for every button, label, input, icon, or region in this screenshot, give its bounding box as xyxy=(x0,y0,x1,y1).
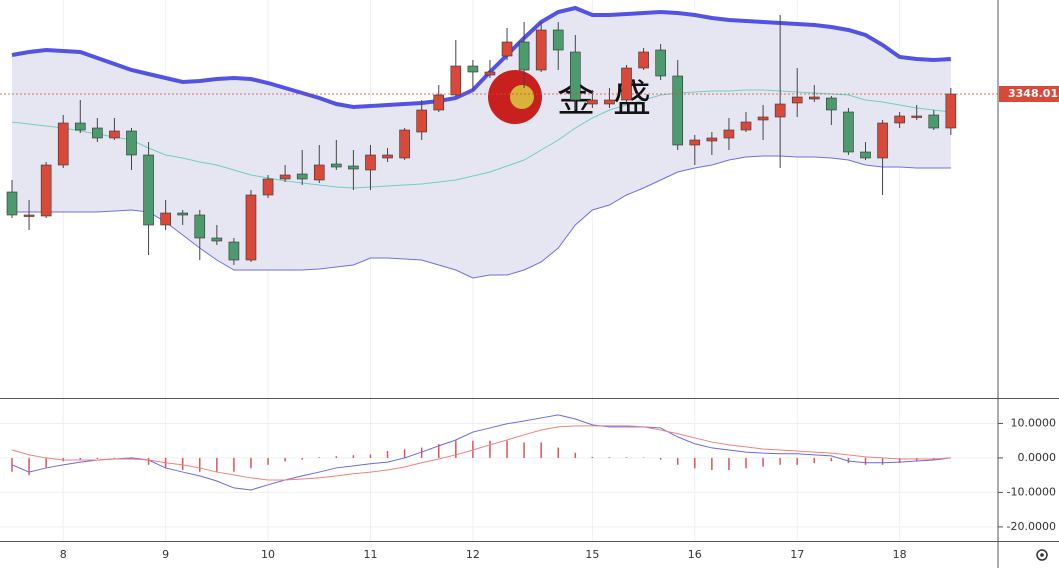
candle-body xyxy=(535,29,547,71)
candle-body xyxy=(262,178,274,196)
candle-body xyxy=(92,127,103,139)
candle-body xyxy=(672,75,684,146)
x-tick-label: 9 xyxy=(162,548,169,561)
candle-body xyxy=(74,122,86,131)
last-price-label: 3348.01 xyxy=(1008,87,1058,100)
candle-body xyxy=(416,109,427,133)
candle-body xyxy=(484,71,496,76)
candle-body xyxy=(399,129,410,159)
candle-body xyxy=(757,116,769,121)
candle-body xyxy=(245,194,257,261)
candle-body xyxy=(689,139,701,146)
candle-body xyxy=(843,111,854,153)
y-tick-label: 10.0000 xyxy=(1011,416,1057,429)
candle-body xyxy=(433,94,445,111)
band-line xyxy=(11,5,951,110)
candle-body xyxy=(570,51,581,101)
candle-body xyxy=(604,99,615,105)
x-tick-label: 16 xyxy=(688,548,702,561)
candle-body xyxy=(313,164,325,181)
candle-body xyxy=(194,214,206,239)
x-tick-label: 17 xyxy=(790,548,804,561)
band-line xyxy=(11,89,951,189)
candle-body xyxy=(621,67,632,101)
candle-body xyxy=(177,212,188,216)
candle-body xyxy=(23,214,35,217)
y-tick-label: 0.0000 xyxy=(1018,451,1057,464)
candle-body xyxy=(160,212,171,226)
candle-body xyxy=(331,163,342,168)
x-tick-label: 10 xyxy=(261,548,275,561)
candle-body xyxy=(296,173,308,180)
candle-body xyxy=(774,103,786,118)
candle-body xyxy=(826,97,837,111)
candle-body xyxy=(894,115,905,124)
candle-body xyxy=(348,165,359,170)
macd-line xyxy=(11,425,951,481)
candle-body xyxy=(860,151,871,159)
gear-hub[interactable] xyxy=(1040,553,1044,557)
candle-body xyxy=(808,96,820,100)
candle-body xyxy=(552,29,564,51)
candle-body xyxy=(57,122,69,166)
candle-body xyxy=(501,41,513,57)
candle-body xyxy=(638,51,649,69)
x-tick-label: 8 xyxy=(60,548,67,561)
candle-body xyxy=(740,121,752,131)
candle-body xyxy=(365,154,376,171)
candle-body xyxy=(518,41,530,71)
candle-body xyxy=(723,129,735,139)
y-tick-label: -10.0000 xyxy=(1007,485,1056,498)
x-tick-label: 15 xyxy=(585,548,599,561)
candle-body xyxy=(791,96,803,104)
macd-pane xyxy=(11,414,951,491)
x-tick-label: 18 xyxy=(893,548,907,561)
candle-body xyxy=(109,130,120,139)
candle-body xyxy=(450,65,462,96)
candle-body xyxy=(706,137,718,142)
candle-body xyxy=(279,174,291,180)
x-tick-label: 11 xyxy=(363,548,377,561)
candle-body xyxy=(945,93,957,129)
candle-body xyxy=(467,65,479,73)
candle-body xyxy=(126,130,137,156)
candle-body xyxy=(928,114,940,129)
candle-body xyxy=(911,115,923,118)
gear[interactable] xyxy=(1036,549,1048,561)
candle-body xyxy=(587,99,598,105)
candle-body xyxy=(228,241,240,261)
logo-inner xyxy=(510,85,534,109)
settings-icon[interactable] xyxy=(1036,549,1048,561)
macd-line xyxy=(11,414,951,491)
watermark: 盛 xyxy=(613,77,651,121)
price-pane: 金盛 xyxy=(0,5,998,279)
candle-body xyxy=(211,237,223,242)
candle-body xyxy=(6,191,18,216)
candle-body xyxy=(382,154,393,159)
candle-body xyxy=(877,122,888,159)
candle-body xyxy=(655,49,666,77)
last-price-tag xyxy=(999,85,1059,102)
x-tick-label: 12 xyxy=(466,548,480,561)
candle-body xyxy=(40,164,52,217)
candle-body xyxy=(143,154,154,226)
y-tick-label: -20.0000 xyxy=(1007,520,1056,533)
